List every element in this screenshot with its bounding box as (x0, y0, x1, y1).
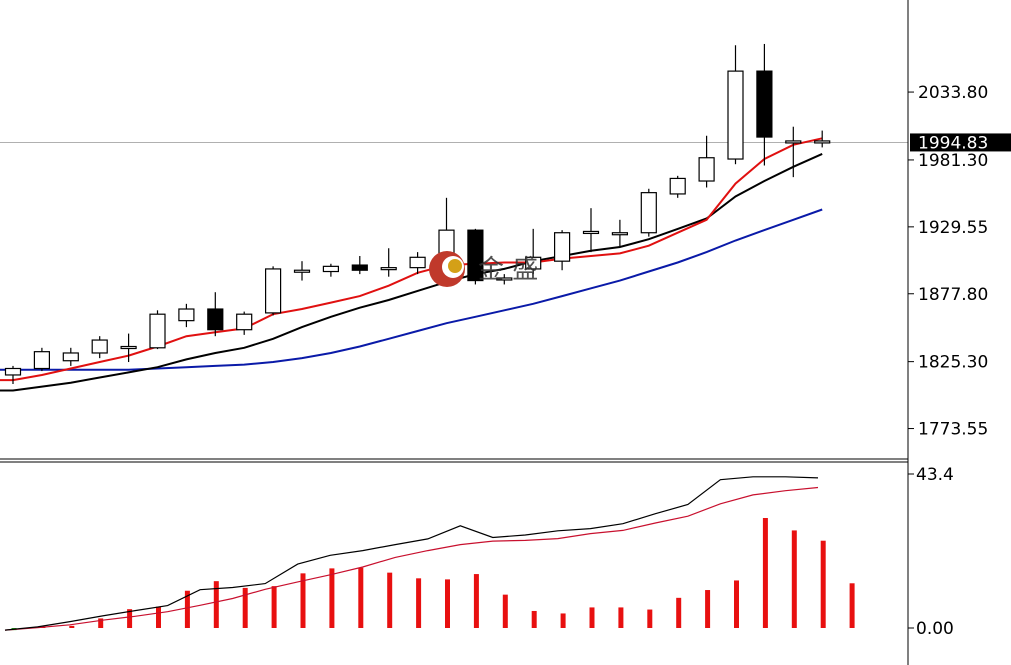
candle (91, 336, 108, 359)
price-tick-label: 1877.80 (918, 285, 988, 305)
histogram-bar (473, 574, 479, 628)
indicator-axis: 43.4 0.00 (908, 465, 954, 639)
histogram-bar (618, 607, 624, 628)
candle (525, 228, 542, 275)
indicator-lines (4, 476, 819, 631)
candle (62, 347, 79, 366)
histogram-bar (849, 583, 855, 628)
price-tick-label: 2033.80 (918, 83, 988, 103)
histogram-bar (531, 610, 537, 628)
histogram-bar (242, 587, 248, 628)
price-tag-label: 1994.83 (918, 133, 988, 153)
candle (4, 365, 22, 385)
histogram-bar (98, 618, 104, 628)
indicator-tick-label: 0.00 (916, 619, 954, 639)
candle (149, 310, 166, 350)
candle (496, 274, 513, 285)
histogram-bar (734, 580, 739, 628)
histogram-bar (791, 530, 797, 628)
candle (207, 292, 224, 337)
ma-slow-line (0, 208, 823, 371)
candle (640, 188, 657, 237)
broker-watermark: 金 盛 (429, 251, 538, 287)
histogram-bar (271, 586, 277, 628)
candle (33, 347, 51, 372)
histogram-bar (445, 579, 450, 628)
histogram-bar (647, 609, 653, 628)
candle (120, 333, 137, 363)
histogram-bar (762, 518, 768, 628)
candle (582, 208, 600, 253)
candle (727, 45, 744, 165)
candle (236, 311, 253, 335)
candle (785, 126, 802, 178)
histogram-bar (387, 572, 393, 628)
histogram-bar (416, 578, 422, 628)
main-line (4, 476, 819, 631)
candle (293, 261, 311, 281)
moving-averages (0, 137, 823, 392)
candle (380, 248, 397, 277)
broker-logo-icon (429, 251, 465, 287)
price-tick-label: 1773.55 (918, 420, 988, 440)
candle (756, 43, 773, 166)
indicator-tick-label: 43.4 (916, 465, 954, 485)
candle (178, 303, 195, 328)
histogram-bar (705, 590, 711, 628)
histogram-bar (156, 606, 161, 628)
histogram-bar (213, 581, 219, 628)
histogram-bar (560, 613, 566, 628)
candle (322, 263, 339, 277)
candles (4, 43, 831, 385)
candle (409, 252, 426, 275)
histogram-bar (300, 573, 306, 628)
histogram-bar (589, 607, 595, 628)
indicator-panel[interactable] (4, 476, 855, 631)
histogram-bar (184, 590, 190, 628)
candle (553, 230, 571, 271)
price-tick-label: 1981.30 (918, 151, 988, 171)
histogram-bar (820, 540, 826, 628)
candle (698, 135, 715, 188)
price-panel[interactable] (0, 43, 908, 392)
price-tag-box (910, 133, 1011, 152)
histogram-bar (502, 594, 508, 628)
histogram-bar (69, 625, 75, 628)
ma-fast-line (0, 137, 823, 382)
candle (611, 219, 629, 247)
histogram-bar (127, 609, 133, 628)
candle (467, 228, 484, 285)
price-axis: 2033.80 1981.30 1929.55 1877.80 1825.30 1773.… (908, 83, 988, 440)
signal-line (4, 486, 819, 631)
current-price-tag: 1994.83 (910, 133, 1011, 153)
indicator-histogram (11, 518, 855, 631)
price-tick-label: 1929.55 (918, 218, 988, 238)
histogram-bar (676, 597, 682, 628)
watermark-text: 金 盛 (478, 255, 538, 285)
histogram-bar (329, 568, 335, 628)
candle (814, 130, 831, 148)
price-tick-label: 1825.30 (918, 353, 988, 373)
ma-mid-line (0, 152, 823, 392)
candle (351, 256, 368, 275)
histogram-bar (358, 567, 364, 628)
candle (669, 175, 686, 198)
candle (265, 266, 282, 316)
